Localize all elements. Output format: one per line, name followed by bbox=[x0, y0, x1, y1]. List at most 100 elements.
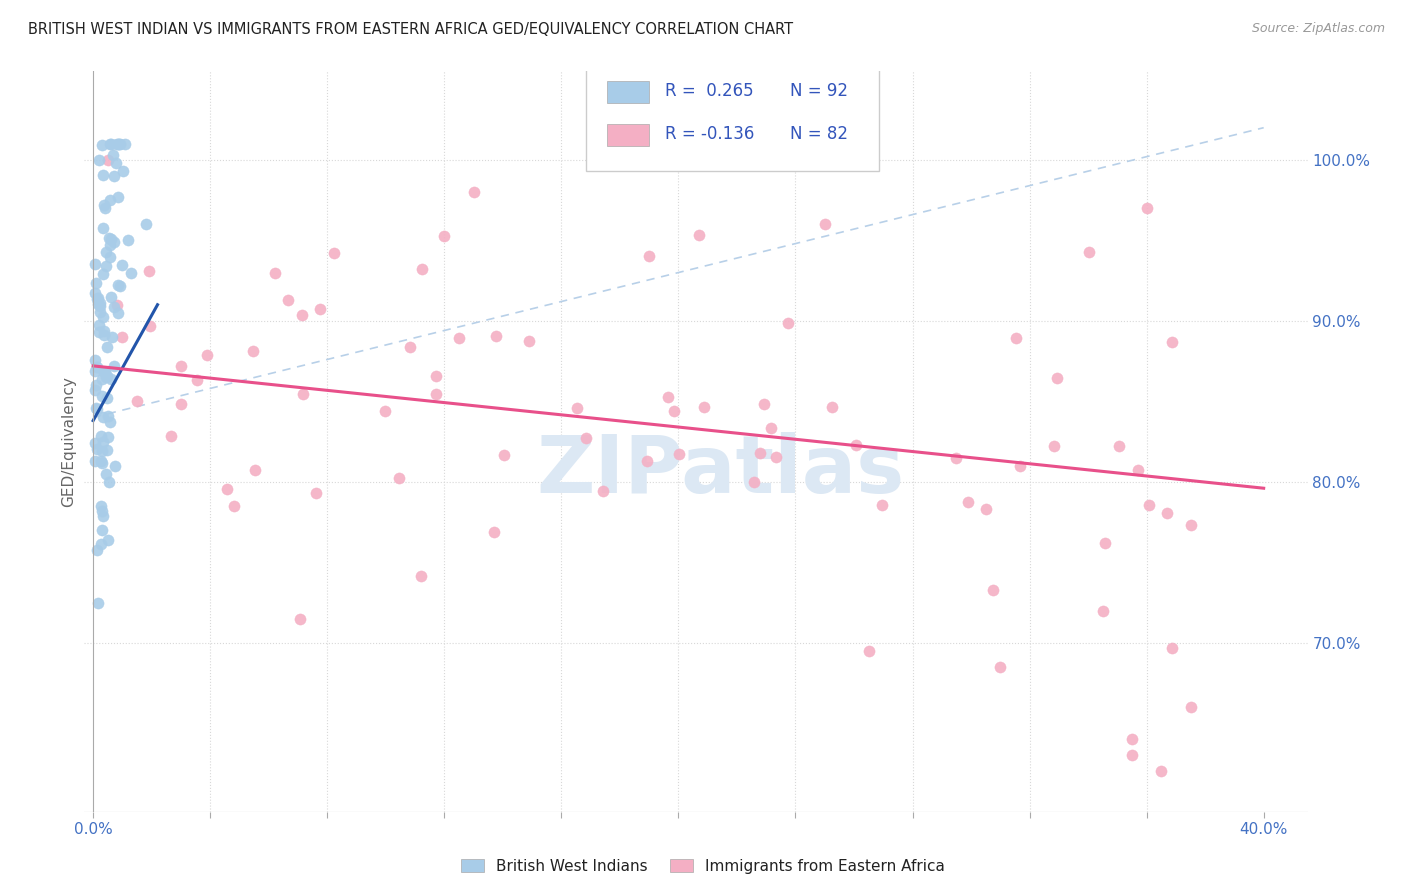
Point bbox=[91, 435, 114, 450]
Point bbox=[89, 299, 111, 313]
Point bbox=[87, 297, 110, 311]
Point bbox=[83, 454, 105, 468]
Point bbox=[291, 308, 314, 322]
Point bbox=[98, 237, 121, 252]
Point bbox=[84, 401, 107, 416]
Point bbox=[160, 429, 183, 443]
Point bbox=[94, 365, 117, 379]
Point bbox=[83, 364, 105, 378]
Point bbox=[447, 330, 470, 344]
Point bbox=[1077, 244, 1099, 259]
Point bbox=[98, 475, 121, 489]
Text: BRITISH WEST INDIAN VS IMMIGRANTS FROM EASTERN AFRICA GED/EQUIVALENCY CORRELATIO: BRITISH WEST INDIAN VS IMMIGRANTS FROM E… bbox=[28, 22, 793, 37]
Point bbox=[170, 359, 193, 374]
Point bbox=[91, 456, 114, 470]
Point bbox=[98, 250, 121, 264]
Point bbox=[91, 509, 114, 524]
Point bbox=[83, 352, 105, 367]
Point bbox=[484, 329, 506, 343]
Point bbox=[98, 136, 121, 151]
Point bbox=[139, 319, 162, 334]
Point bbox=[517, 334, 540, 349]
Point bbox=[98, 415, 121, 429]
Point bbox=[84, 276, 107, 290]
Point bbox=[742, 475, 765, 489]
Point bbox=[482, 524, 505, 539]
Text: Source: ZipAtlas.com: Source: ZipAtlas.com bbox=[1251, 22, 1385, 36]
Point bbox=[845, 438, 868, 452]
Point bbox=[90, 138, 112, 153]
Point bbox=[103, 235, 125, 250]
Point bbox=[83, 436, 105, 450]
Point bbox=[657, 390, 679, 404]
Point bbox=[87, 596, 110, 610]
Point bbox=[93, 324, 115, 338]
Point bbox=[107, 277, 129, 292]
Point bbox=[90, 499, 112, 513]
Text: ZIPatlas: ZIPatlas bbox=[536, 432, 904, 510]
Point bbox=[100, 290, 122, 304]
Point bbox=[433, 228, 456, 243]
Point bbox=[752, 397, 775, 411]
Point bbox=[575, 431, 598, 445]
Point bbox=[107, 136, 129, 151]
Point bbox=[98, 230, 121, 244]
Point bbox=[222, 499, 245, 513]
Point bbox=[89, 295, 111, 310]
Point bbox=[111, 164, 134, 178]
Point bbox=[105, 298, 128, 312]
Point bbox=[91, 310, 114, 325]
Point bbox=[956, 494, 979, 508]
Point bbox=[103, 300, 125, 314]
Point bbox=[83, 384, 105, 398]
Text: R =  0.265: R = 0.265 bbox=[665, 82, 754, 100]
Bar bbox=[606, 81, 650, 103]
Point bbox=[100, 372, 122, 386]
Point bbox=[107, 136, 129, 151]
Point bbox=[305, 485, 328, 500]
Point bbox=[89, 318, 111, 333]
Point bbox=[86, 401, 108, 416]
Point bbox=[97, 153, 120, 167]
Point bbox=[135, 217, 157, 231]
Point bbox=[93, 366, 115, 380]
Point bbox=[1180, 518, 1202, 533]
Point bbox=[858, 644, 880, 658]
Point bbox=[1160, 335, 1182, 350]
Point bbox=[263, 266, 285, 280]
Point bbox=[83, 285, 105, 300]
Point bbox=[111, 258, 134, 272]
Point bbox=[138, 263, 160, 277]
Point bbox=[1156, 506, 1178, 520]
Point bbox=[100, 232, 122, 246]
Point bbox=[186, 373, 208, 387]
Point bbox=[170, 396, 193, 410]
Point bbox=[425, 387, 447, 401]
Point bbox=[103, 359, 125, 373]
Point bbox=[107, 306, 129, 320]
Point bbox=[217, 482, 239, 496]
Point bbox=[1136, 201, 1159, 215]
Point bbox=[565, 401, 588, 416]
Point bbox=[1121, 748, 1143, 763]
Point bbox=[322, 245, 344, 260]
Point bbox=[1137, 498, 1160, 512]
Point bbox=[638, 250, 661, 264]
Point bbox=[1180, 700, 1202, 714]
Point bbox=[91, 220, 114, 235]
Point bbox=[814, 217, 837, 231]
Point bbox=[494, 448, 516, 462]
Point bbox=[425, 368, 447, 383]
Point bbox=[388, 471, 411, 485]
Point bbox=[114, 136, 136, 151]
Point bbox=[105, 155, 128, 169]
Point bbox=[97, 430, 120, 444]
Point bbox=[96, 442, 118, 457]
Point bbox=[111, 330, 134, 344]
Point bbox=[243, 463, 266, 477]
Text: N = 92: N = 92 bbox=[790, 82, 848, 100]
Point bbox=[90, 454, 112, 468]
Y-axis label: GED/Equivalency: GED/Equivalency bbox=[60, 376, 76, 507]
Point bbox=[86, 377, 108, 392]
Point bbox=[98, 193, 121, 207]
